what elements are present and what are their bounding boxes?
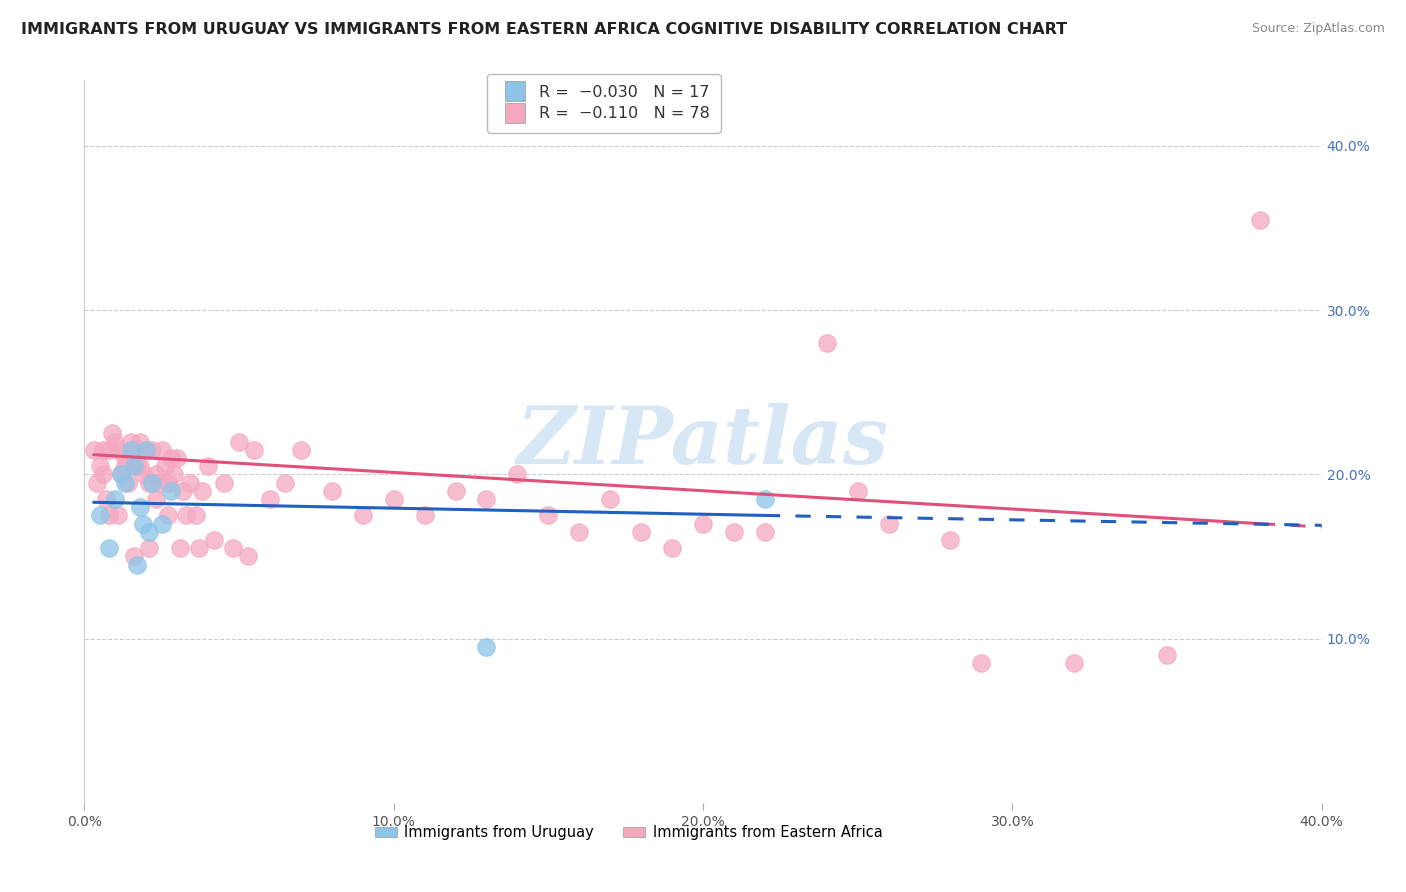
Point [89, 508, 111, 523]
Legend: Immigrants from Uruguay, Immigrants from Eastern Africa: Immigrants from Uruguay, Immigrants from… [370, 820, 889, 847]
Point [117, 475, 139, 490]
Point [1156, 648, 1178, 662]
Point [191, 483, 214, 498]
Point [145, 467, 167, 482]
Point [104, 491, 127, 506]
Point [187, 541, 209, 556]
Point [129, 459, 152, 474]
Point [692, 516, 714, 531]
Point [107, 442, 129, 457]
Point [138, 524, 160, 539]
Point [153, 459, 176, 474]
Point [197, 459, 219, 474]
Point [104, 434, 127, 449]
Point [939, 533, 962, 547]
Point [568, 524, 591, 539]
Point [114, 459, 136, 474]
Point [754, 491, 776, 506]
Point [114, 475, 136, 490]
Point [179, 475, 201, 490]
Point [91, 442, 114, 457]
Point [120, 434, 142, 449]
Point [135, 442, 157, 457]
Point [475, 491, 498, 506]
Point [160, 483, 183, 498]
Point [630, 524, 652, 539]
Point [222, 541, 245, 556]
Point [815, 336, 838, 351]
Point [382, 491, 405, 506]
Point [132, 467, 155, 482]
Point [125, 558, 148, 572]
Point [135, 442, 157, 457]
Point [156, 475, 179, 490]
Point [184, 508, 207, 523]
Point [83, 442, 105, 457]
Point [156, 508, 179, 523]
Point [132, 516, 155, 531]
Point [754, 524, 776, 539]
Point [352, 508, 374, 523]
Point [243, 442, 266, 457]
Point [122, 459, 145, 474]
Point [321, 483, 343, 498]
Point [98, 541, 121, 556]
Point [98, 508, 121, 523]
Point [101, 426, 124, 441]
Point [537, 508, 560, 523]
Point [202, 533, 225, 547]
Point [138, 541, 160, 556]
Point [228, 434, 250, 449]
Point [91, 467, 114, 482]
Point [176, 508, 198, 523]
Point [599, 491, 621, 506]
Point [846, 483, 869, 498]
Point [110, 467, 132, 482]
Point [259, 491, 281, 506]
Point [110, 467, 132, 482]
Point [94, 491, 117, 506]
Point [125, 459, 148, 474]
Point [120, 442, 142, 457]
Point [238, 549, 260, 564]
Point [506, 467, 529, 482]
Point [160, 450, 183, 465]
Point [138, 475, 160, 490]
Point [274, 475, 297, 490]
Point [661, 541, 683, 556]
Point [1063, 657, 1085, 671]
Point [150, 442, 173, 457]
Point [169, 541, 191, 556]
Point [122, 442, 145, 457]
Point [114, 450, 136, 465]
Point [877, 516, 900, 531]
Point [148, 475, 170, 490]
Point [145, 491, 167, 506]
Point [172, 483, 194, 498]
Point [723, 524, 745, 539]
Text: Source: ZipAtlas.com: Source: ZipAtlas.com [1251, 22, 1385, 36]
Point [141, 442, 163, 457]
Point [122, 549, 145, 564]
Point [212, 475, 235, 490]
Point [1249, 212, 1271, 227]
Point [413, 508, 436, 523]
Point [166, 450, 188, 465]
Point [98, 442, 121, 457]
Point [89, 459, 111, 474]
Point [475, 640, 498, 654]
Point [129, 500, 152, 515]
Point [86, 475, 108, 490]
Text: IMMIGRANTS FROM URUGUAY VS IMMIGRANTS FROM EASTERN AFRICA COGNITIVE DISABILITY C: IMMIGRANTS FROM URUGUAY VS IMMIGRANTS FR… [21, 22, 1067, 37]
Point [290, 442, 312, 457]
Point [107, 508, 129, 523]
Text: ZIPatlas: ZIPatlas [517, 403, 889, 480]
Point [141, 475, 163, 490]
Point [150, 516, 173, 531]
Point [444, 483, 467, 498]
Point [129, 434, 152, 449]
Point [163, 467, 186, 482]
Point [970, 657, 993, 671]
